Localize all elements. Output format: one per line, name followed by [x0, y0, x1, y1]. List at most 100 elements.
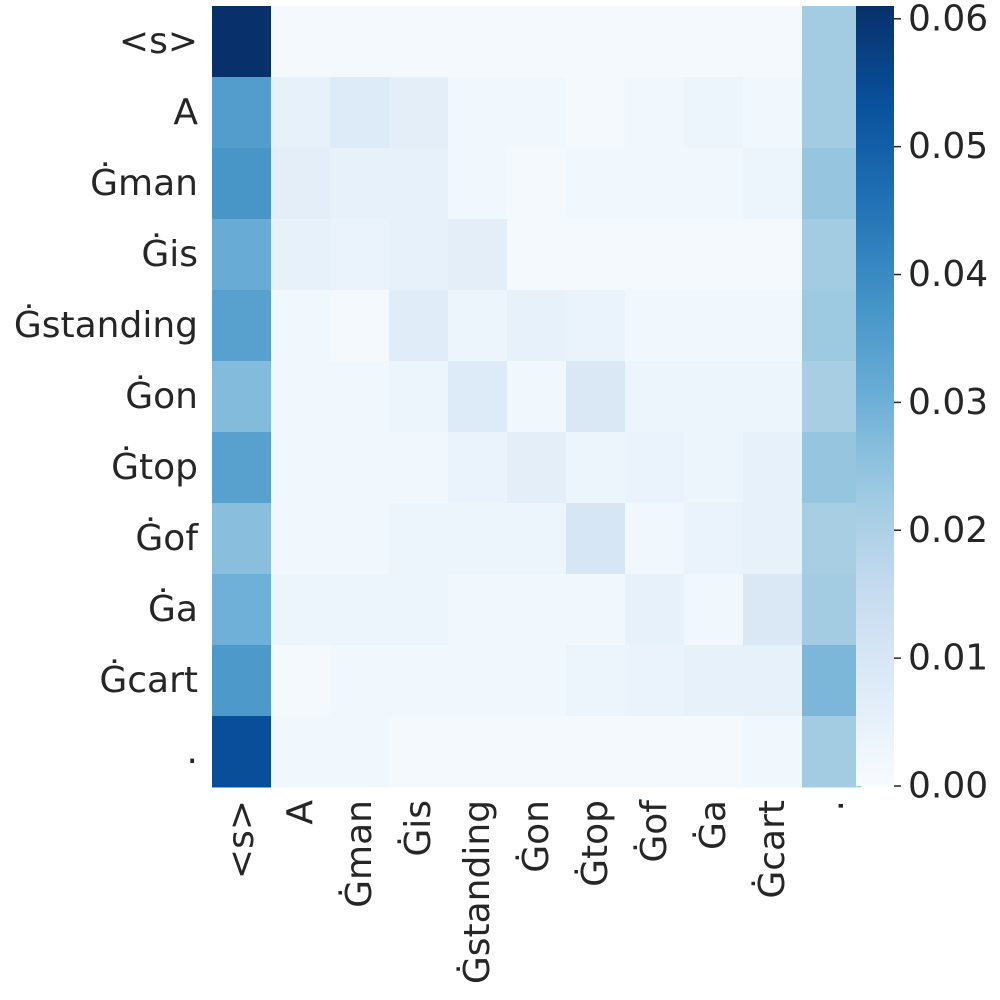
y-tick-label: .	[187, 731, 198, 772]
heatmap-cell	[330, 361, 390, 433]
x-tick-label: Ġof	[633, 799, 675, 863]
heatmap-cell	[507, 290, 567, 362]
colorbar-tick-label: 0.00	[908, 766, 988, 807]
x-tick-label: <s>	[221, 800, 262, 879]
heatmap-cell	[802, 645, 862, 717]
heatmap-cell	[802, 290, 862, 362]
heatmap-cell	[389, 219, 449, 291]
colorbar-tick-label: 0.03	[908, 382, 988, 423]
heatmap-cell	[743, 503, 803, 575]
heatmap-cell	[625, 574, 685, 646]
heatmap-cell	[566, 432, 626, 504]
heatmap-cell	[507, 148, 567, 220]
heatmap-cell	[389, 77, 449, 149]
heatmap-cell	[448, 574, 508, 646]
heatmap-cell	[212, 361, 272, 433]
x-tick-label: Ġon	[515, 800, 557, 873]
x-tick-label: Ġa	[692, 800, 734, 850]
heatmap-cell	[330, 77, 390, 149]
x-tick-label: Ġstanding	[456, 800, 498, 984]
heatmap-cell	[212, 574, 272, 646]
heatmap-cell	[271, 290, 331, 362]
heatmap-cell	[271, 6, 331, 78]
heatmap-cell	[389, 361, 449, 433]
heatmap-cell	[743, 6, 803, 78]
heatmap-cell	[743, 432, 803, 504]
heatmap-cell	[566, 574, 626, 646]
heatmap-cell	[389, 148, 449, 220]
x-tick-label: A	[280, 800, 321, 825]
heatmap-cell	[212, 148, 272, 220]
heatmap-cell	[448, 148, 508, 220]
heatmap-cell	[802, 574, 862, 646]
heatmap-cell	[448, 219, 508, 291]
y-tick-label: Ġon	[125, 375, 198, 417]
heatmap-cell	[625, 219, 685, 291]
y-tick-label: Ġstanding	[14, 304, 198, 346]
heatmap-cell	[625, 432, 685, 504]
heatmap-cell	[566, 716, 626, 788]
heatmap-cell	[743, 716, 803, 788]
x-tick-label: .	[811, 800, 852, 811]
heatmap-cell	[507, 77, 567, 149]
heatmap-cell	[802, 716, 862, 788]
heatmap-cell	[330, 219, 390, 291]
heatmap-cell	[212, 219, 272, 291]
colorbar-ticks: 0.00 0.01 0.02 0.03 0.04 0.05 0.06	[894, 0, 988, 807]
heatmap-cell	[743, 77, 803, 149]
heatmap-cell	[625, 148, 685, 220]
heatmap-cell	[330, 148, 390, 220]
heatmap-cell	[212, 716, 272, 788]
heatmap-cell	[684, 503, 744, 575]
heatmap-cell	[389, 6, 449, 78]
heatmap-cell	[566, 290, 626, 362]
heatmap-cell	[802, 6, 862, 78]
y-tick-label: Ġman	[90, 162, 198, 204]
heatmap-cell	[684, 77, 744, 149]
heatmap-cell	[271, 361, 331, 433]
heatmap-cell	[330, 716, 390, 788]
y-tick-label: Ġof	[135, 517, 199, 559]
heatmap-cell	[684, 432, 744, 504]
heatmap-cell	[566, 77, 626, 149]
heatmap-cell	[389, 503, 449, 575]
heatmap-cell	[566, 645, 626, 717]
heatmap-cell	[625, 77, 685, 149]
heatmap-cell	[330, 6, 390, 78]
heatmap-cell	[389, 290, 449, 362]
heatmap-cell	[271, 574, 331, 646]
heatmap-cell	[507, 645, 567, 717]
heatmap-cell	[507, 361, 567, 433]
heatmap-cell	[448, 503, 508, 575]
heatmap-cell	[330, 574, 390, 646]
heatmap-cell	[566, 219, 626, 291]
heatmap-cell	[448, 716, 508, 788]
colorbar	[856, 6, 894, 786]
colorbar-tick-label: 0.05	[908, 126, 988, 167]
heatmap-cell	[389, 432, 449, 504]
heatmap-cell	[507, 432, 567, 504]
heatmap-cell	[802, 219, 862, 291]
heatmap-cell	[389, 716, 449, 788]
heatmap-cell	[212, 77, 272, 149]
heatmap-cell	[507, 503, 567, 575]
heatmap-cell	[212, 645, 272, 717]
x-tick-label: Ġman	[338, 800, 380, 908]
heatmap-cell	[330, 503, 390, 575]
heatmap-cell	[684, 361, 744, 433]
heatmap-cell	[389, 574, 449, 646]
y-tick-label: <s>	[119, 21, 198, 62]
y-axis-tick-labels: <s> A Ġman Ġis Ġstanding Ġon Ġtop Ġof Ġa Ġcart.	[14, 21, 199, 772]
colorbar-tick-label: 0.01	[908, 638, 988, 679]
heatmap-cell	[802, 77, 862, 149]
heatmap-cells	[212, 6, 862, 788]
heatmap-cell	[448, 77, 508, 149]
heatmap-cell	[212, 503, 272, 575]
heatmap-cell	[566, 503, 626, 575]
heatmap-cell	[684, 574, 744, 646]
heatmap-cell	[684, 645, 744, 717]
heatmap-cell	[330, 432, 390, 504]
heatmap-cell	[271, 77, 331, 149]
heatmap-cell	[271, 432, 331, 504]
heatmap-cell	[625, 361, 685, 433]
